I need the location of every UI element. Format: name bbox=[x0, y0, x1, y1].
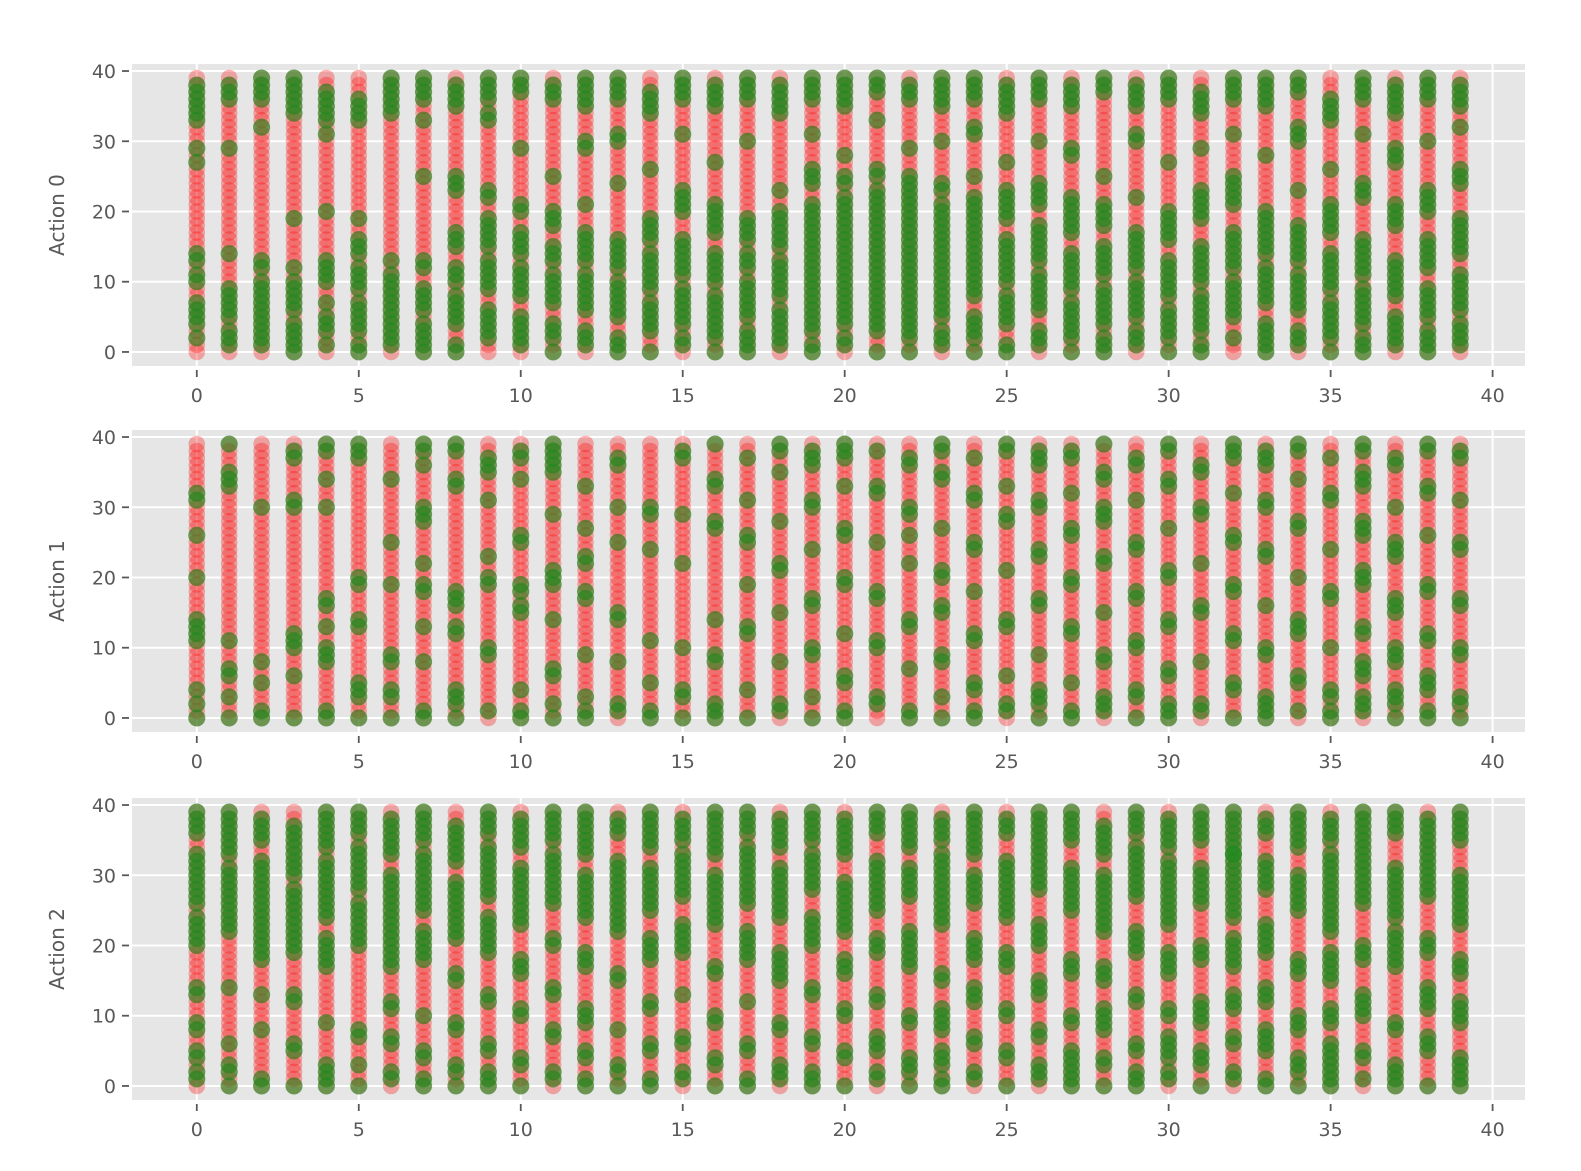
tick-labels-layer: 0 5 10 15 20 25 30 35 40 0 10 20 30 40 bbox=[92, 795, 1505, 1141]
plot-background bbox=[132, 430, 1525, 732]
y-tick-label: 10 bbox=[92, 638, 116, 660]
x-tick-label: 10 bbox=[509, 1119, 533, 1141]
green-points-layer bbox=[188, 803, 1469, 1095]
green-points-layer bbox=[188, 435, 1469, 727]
x-tick-label: 40 bbox=[1481, 385, 1505, 407]
x-tick-label: 0 bbox=[191, 385, 203, 407]
x-tick-label: 5 bbox=[353, 1119, 365, 1141]
tick-marks-layer bbox=[122, 436, 1494, 743]
y-tick-label: 30 bbox=[92, 497, 116, 519]
x-tick-label: 40 bbox=[1481, 751, 1505, 773]
x-tick-label: 15 bbox=[671, 751, 695, 773]
x-tick-label: 25 bbox=[995, 385, 1019, 407]
x-tick-label: 5 bbox=[353, 751, 365, 773]
x-tick-label: 0 bbox=[191, 751, 203, 773]
y-axis-label-action-2: Action 2 bbox=[45, 908, 69, 990]
y-axis-label-action-1: Action 1 bbox=[45, 540, 69, 622]
tick-labels-layer: 0 5 10 15 20 25 30 35 40 0 10 20 30 40 bbox=[92, 61, 1505, 407]
y-tick-label: 40 bbox=[92, 795, 116, 817]
x-tick-label: 25 bbox=[995, 1119, 1019, 1141]
x-tick-label: 15 bbox=[671, 385, 695, 407]
x-tick-label: 10 bbox=[509, 385, 533, 407]
subplots-layer: 0 5 10 15 20 25 30 35 40 0 10 20 30 40 0 5 10 15 20 25 30 35 4… bbox=[92, 61, 1525, 1141]
x-tick-label: 40 bbox=[1481, 1119, 1505, 1141]
subplot-action-2: 0 5 10 15 20 25 30 35 40 0 10 20 30 40 bbox=[92, 795, 1525, 1141]
x-tick-label: 20 bbox=[833, 751, 857, 773]
x-tick-label: 0 bbox=[191, 1119, 203, 1141]
x-tick-label: 20 bbox=[833, 385, 857, 407]
y-tick-label: 20 bbox=[92, 935, 116, 957]
x-tick-label: 10 bbox=[509, 751, 533, 773]
y-tick-label: 20 bbox=[92, 567, 116, 589]
y-tick-label: 10 bbox=[92, 272, 116, 294]
subplot-action-0: 0 5 10 15 20 25 30 35 40 0 10 20 30 40 bbox=[92, 61, 1525, 407]
y-tick-label: 0 bbox=[104, 708, 116, 730]
subplot-action-1: 0 5 10 15 20 25 30 35 40 0 10 20 30 40 bbox=[92, 427, 1525, 773]
y-tick-label: 0 bbox=[104, 342, 116, 364]
tick-marks-layer bbox=[122, 804, 1494, 1111]
y-tick-label: 0 bbox=[104, 1076, 116, 1098]
x-tick-label: 15 bbox=[671, 1119, 695, 1141]
y-tick-label: 40 bbox=[92, 61, 116, 83]
x-tick-label: 30 bbox=[1157, 751, 1181, 773]
x-tick-label: 20 bbox=[833, 1119, 857, 1141]
y-tick-label: 30 bbox=[92, 131, 116, 153]
y-axis-label-action-0: Action 0 bbox=[45, 174, 69, 256]
y-tick-label: 30 bbox=[92, 865, 116, 887]
x-tick-label: 30 bbox=[1157, 385, 1181, 407]
plot-background bbox=[132, 798, 1525, 1100]
x-tick-label: 30 bbox=[1157, 1119, 1181, 1141]
plot-background bbox=[132, 64, 1525, 366]
y-tick-label: 40 bbox=[92, 427, 116, 449]
tick-marks-layer bbox=[122, 70, 1494, 377]
x-tick-label: 35 bbox=[1319, 385, 1343, 407]
y-tick-label: 10 bbox=[92, 1006, 116, 1028]
green-points-layer bbox=[188, 69, 1469, 361]
tick-labels-layer: 0 5 10 15 20 25 30 35 40 0 10 20 30 40 bbox=[92, 427, 1505, 773]
x-tick-label: 25 bbox=[995, 751, 1019, 773]
x-tick-label: 5 bbox=[353, 385, 365, 407]
x-tick-label: 35 bbox=[1319, 1119, 1343, 1141]
x-tick-label: 35 bbox=[1319, 751, 1343, 773]
y-tick-label: 20 bbox=[92, 201, 116, 223]
